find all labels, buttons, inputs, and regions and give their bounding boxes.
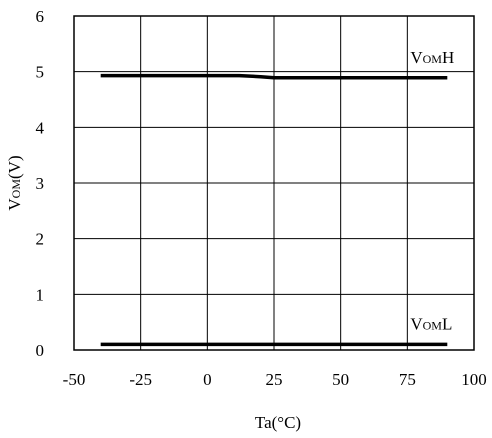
y-axis-label: VOM(V)	[5, 155, 24, 210]
x-tick-label: 25	[266, 370, 283, 389]
series-line-vomh	[100, 73, 448, 80]
y-tick-label: 6	[36, 7, 45, 26]
y-tick-label: 0	[36, 341, 45, 360]
x-tick-label: -50	[63, 370, 86, 389]
x-axis-label: Ta(°C)	[255, 413, 301, 432]
plot-frame	[73, 15, 475, 351]
series-label-voml: VOML	[410, 314, 452, 333]
y-tick-label: 5	[36, 63, 45, 82]
y-tick-label: 3	[36, 174, 45, 193]
y-tick-label: 4	[36, 118, 45, 137]
y-tick-label: 2	[36, 230, 45, 249]
x-tick-labels: -50 -25 0 25 50 75 100	[63, 370, 487, 389]
x-tick-label: 75	[399, 370, 416, 389]
x-tick-label: -25	[129, 370, 152, 389]
y-tick-labels: 0 1 2 3 4 5 6	[36, 7, 45, 360]
series-label-vomh: VOMH	[410, 48, 454, 67]
series-lines	[100, 73, 448, 347]
grid	[74, 16, 474, 350]
y-tick-label: 1	[36, 285, 45, 304]
x-tick-label: 0	[203, 370, 212, 389]
series-labels: VOMH VOML	[410, 48, 454, 334]
x-tick-label: 100	[461, 370, 487, 389]
x-tick-label: 50	[332, 370, 349, 389]
